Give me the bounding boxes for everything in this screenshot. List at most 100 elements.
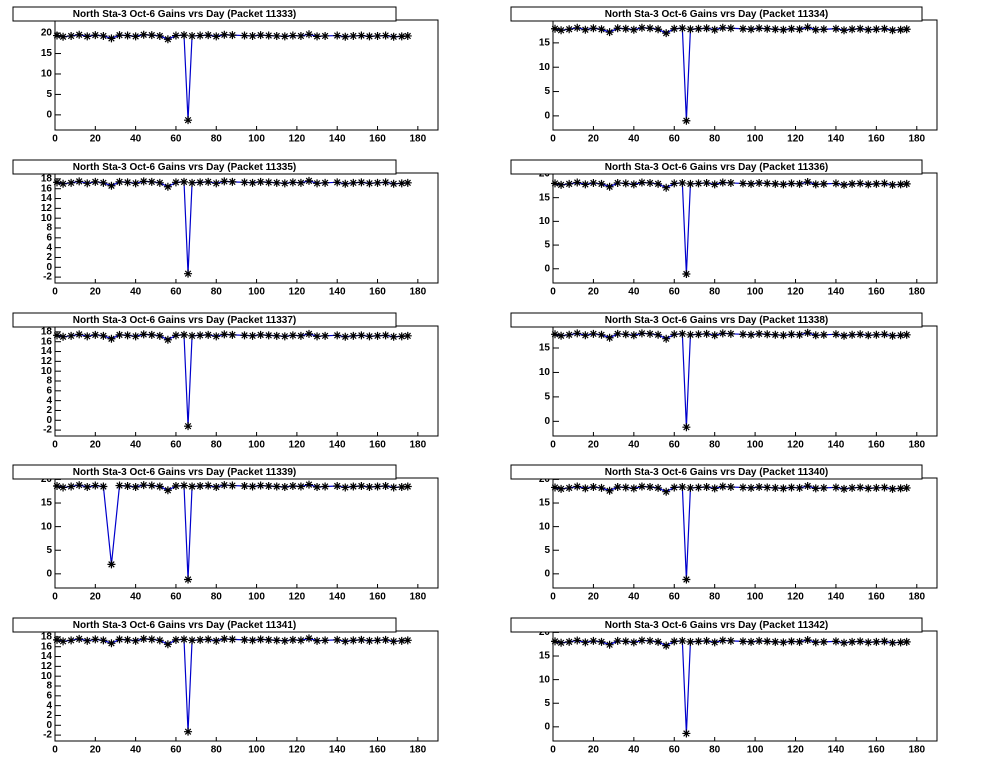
data-marker bbox=[204, 177, 213, 186]
data-marker bbox=[389, 32, 398, 41]
data-marker bbox=[872, 483, 881, 492]
data-marker bbox=[589, 329, 598, 338]
x-tick-label: 20 bbox=[588, 134, 600, 145]
title-box bbox=[510, 464, 923, 480]
x-tick-label: 180 bbox=[908, 287, 925, 298]
y-tick-label: 2 bbox=[46, 710, 52, 721]
data-marker bbox=[637, 23, 646, 32]
data-marker bbox=[747, 637, 756, 646]
x-tick-label: 120 bbox=[787, 440, 804, 451]
data-marker bbox=[228, 481, 237, 490]
data-marker bbox=[803, 482, 812, 491]
data-marker bbox=[212, 32, 221, 41]
data-marker bbox=[803, 328, 812, 337]
data-marker bbox=[787, 179, 796, 188]
data-marker bbox=[557, 180, 566, 189]
data-marker bbox=[864, 331, 873, 340]
data-marker bbox=[349, 482, 358, 491]
data-marker bbox=[718, 178, 727, 187]
y-tick-label: 0 bbox=[544, 568, 550, 579]
x-tick-label: 0 bbox=[550, 440, 556, 451]
data-marker bbox=[123, 31, 132, 40]
data-marker bbox=[629, 180, 638, 189]
data-marker bbox=[686, 483, 695, 492]
data-marker bbox=[779, 638, 788, 647]
data-marker bbox=[99, 31, 108, 40]
x-tick-label: 140 bbox=[329, 134, 346, 145]
data-marker bbox=[755, 636, 764, 645]
x-tick-label: 120 bbox=[289, 592, 306, 603]
data-marker bbox=[896, 180, 905, 189]
data-marker bbox=[551, 24, 560, 33]
data-marker bbox=[896, 331, 905, 340]
data-marker bbox=[107, 34, 116, 43]
data-marker bbox=[373, 178, 382, 187]
data-marker bbox=[795, 330, 804, 339]
data-marker bbox=[848, 179, 857, 188]
y-tick-label: 16 bbox=[41, 641, 53, 652]
data-marker bbox=[53, 482, 62, 491]
data-marker bbox=[256, 177, 265, 186]
y-tick-label: 5 bbox=[544, 392, 550, 403]
data-marker bbox=[888, 484, 897, 493]
y-tick-label: 12 bbox=[41, 203, 53, 214]
data-marker bbox=[811, 25, 820, 34]
data-marker bbox=[196, 178, 205, 187]
data-marker bbox=[597, 483, 606, 492]
data-marker bbox=[389, 637, 398, 646]
data-marker bbox=[589, 482, 598, 491]
x-tick-label: 0 bbox=[550, 592, 556, 603]
data-marker bbox=[771, 179, 780, 188]
x-tick-label: 180 bbox=[908, 745, 925, 756]
data-marker bbox=[220, 634, 229, 643]
x-tick-label: 100 bbox=[747, 592, 764, 603]
data-marker bbox=[155, 636, 164, 645]
data-marker bbox=[349, 331, 358, 340]
data-marker bbox=[819, 179, 828, 188]
data-marker bbox=[280, 636, 289, 645]
data-marker bbox=[304, 634, 313, 643]
data-marker bbox=[565, 637, 574, 646]
data-marker bbox=[589, 636, 598, 645]
y-tick-label: 2 bbox=[46, 405, 52, 416]
data-marker bbox=[710, 180, 719, 189]
data-marker bbox=[163, 35, 172, 44]
y-tick-label: 6 bbox=[46, 232, 52, 243]
data-marker bbox=[551, 483, 560, 492]
data-marker bbox=[171, 31, 180, 40]
panel: 0 20 40 60 80 100 120 140 160 180 0 5 10 15 20 North St… bbox=[510, 464, 938, 603]
y-tick-label: 14 bbox=[41, 346, 53, 357]
data-marker bbox=[228, 177, 237, 186]
data-marker bbox=[228, 31, 237, 40]
data-marker bbox=[763, 483, 772, 492]
data-marker bbox=[83, 32, 92, 41]
data-marker bbox=[188, 636, 197, 645]
data-marker bbox=[139, 177, 148, 186]
data-marker bbox=[755, 329, 764, 338]
data-marker bbox=[397, 332, 406, 341]
data-marker bbox=[629, 25, 638, 34]
data-marker bbox=[180, 330, 189, 339]
data-line bbox=[554, 26, 907, 121]
data-marker bbox=[131, 32, 140, 41]
data-marker bbox=[726, 636, 735, 645]
data-marker bbox=[811, 638, 820, 647]
x-tick-label: 160 bbox=[369, 287, 386, 298]
y-tick-label: 5 bbox=[544, 545, 550, 556]
data-marker bbox=[726, 482, 735, 491]
data-marker bbox=[403, 31, 412, 40]
data-marker bbox=[864, 180, 873, 189]
x-tick-label: 80 bbox=[211, 134, 223, 145]
data-marker bbox=[304, 480, 313, 489]
y-tick-label: -2 bbox=[43, 730, 52, 741]
data-marker bbox=[803, 178, 812, 187]
data-marker bbox=[313, 32, 322, 41]
data-marker bbox=[365, 332, 374, 341]
data-marker bbox=[397, 179, 406, 188]
x-tick-label: 120 bbox=[787, 745, 804, 756]
data-marker bbox=[763, 330, 772, 339]
data-marker bbox=[256, 635, 265, 644]
data-marker bbox=[840, 26, 849, 35]
data-marker bbox=[59, 483, 68, 492]
data-marker bbox=[288, 482, 297, 491]
